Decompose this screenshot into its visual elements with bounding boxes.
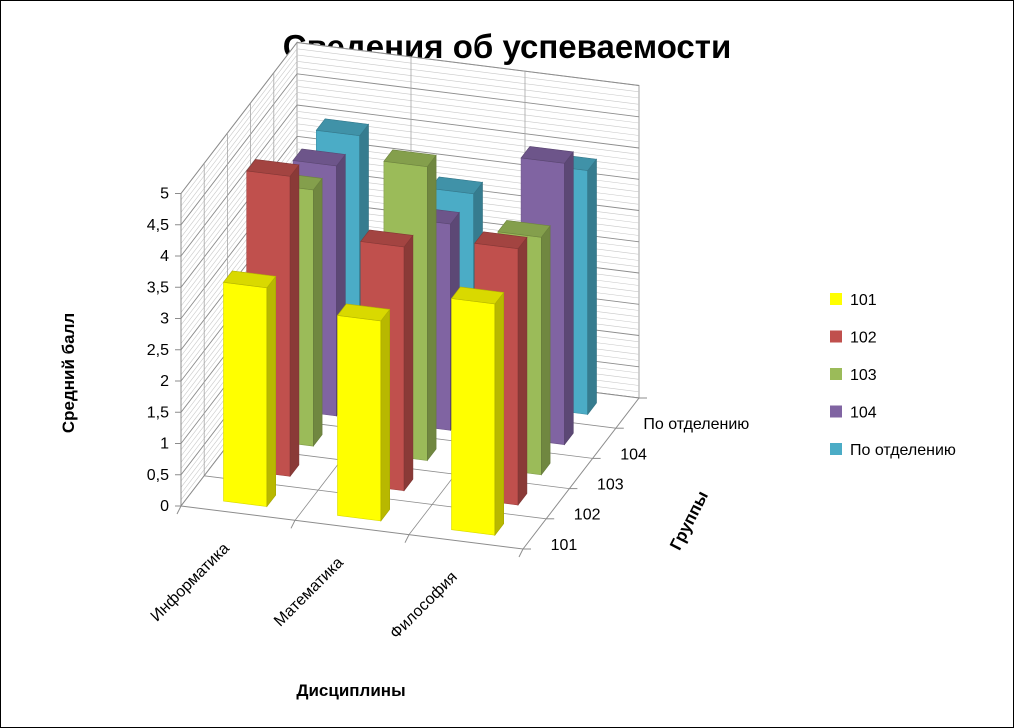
- y-tick-label: 1,5: [147, 404, 169, 421]
- y-tick-label: 3,5: [147, 279, 169, 296]
- legend-item: 104: [830, 405, 877, 422]
- y-tick-label: 1: [160, 436, 169, 453]
- legend-swatch: [830, 405, 842, 418]
- legend-swatch: [830, 293, 842, 305]
- z-tick-label: 103: [597, 477, 624, 494]
- legend-swatch: [830, 330, 842, 343]
- y-tick-label: 0,5: [147, 467, 169, 484]
- legend-item: 103: [830, 367, 877, 384]
- y-tick-label: 2: [160, 373, 169, 390]
- legend-item: 102: [830, 330, 877, 347]
- y-tick-label: 0: [160, 498, 169, 515]
- legend: 101 102 103 104 По отделению: [830, 292, 956, 459]
- z-tick-label: 104: [620, 446, 647, 463]
- bar-1-3: [450, 286, 505, 537]
- legend-label: 103: [850, 367, 877, 384]
- z-tick-label: 102: [574, 507, 601, 524]
- y-tick-label: 3: [160, 311, 169, 328]
- x-tick-label: Информатика: [148, 540, 233, 625]
- x-tick-label: Математика: [271, 554, 347, 630]
- y-tick-label: 4,5: [147, 217, 169, 234]
- z-tick-label: По отделению: [643, 416, 749, 433]
- z-axis-title: Группы: [666, 488, 712, 553]
- legend-label: 101: [850, 292, 877, 309]
- z-axis-ticks: 101 102 103 104 По отделению: [523, 397, 749, 554]
- bars: [222, 118, 598, 537]
- legend-swatch: [830, 443, 842, 455]
- legend-label: 104: [850, 405, 877, 422]
- bar-1-1: [222, 270, 277, 508]
- bar-1-2: [336, 303, 391, 522]
- x-axis-title: Дисциплины: [296, 681, 405, 700]
- legend-label: По отделению: [850, 442, 956, 459]
- legend-item: 101: [830, 292, 877, 309]
- y-tick-label: 4: [160, 248, 169, 265]
- legend-item: По отделению: [830, 442, 956, 459]
- y-tick-label: 2,5: [147, 342, 169, 359]
- legend-label: 102: [850, 330, 877, 347]
- z-tick-label: 101: [551, 537, 578, 554]
- x-tick-label: Философия: [387, 569, 461, 643]
- y-axis-title: Средний балл: [59, 313, 78, 433]
- y-tick-label: 5: [160, 186, 169, 203]
- y-axis-ticks: 0 0,5 1 1,5 2 2,5 3 3,5 4 4,5 5: [147, 186, 182, 515]
- legend-swatch: [830, 368, 842, 380]
